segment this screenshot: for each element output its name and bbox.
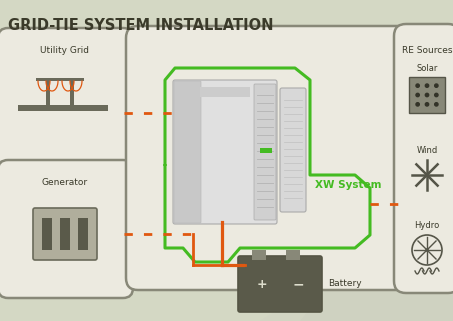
Bar bbox=[252, 250, 266, 260]
Bar bbox=[260, 148, 272, 153]
FancyBboxPatch shape bbox=[0, 28, 133, 166]
Bar bbox=[46, 78, 50, 105]
Bar bbox=[60, 78, 84, 81]
Circle shape bbox=[434, 102, 439, 107]
FancyBboxPatch shape bbox=[394, 24, 453, 293]
Circle shape bbox=[424, 83, 429, 88]
Text: Battery: Battery bbox=[328, 280, 361, 289]
FancyBboxPatch shape bbox=[173, 80, 277, 224]
Circle shape bbox=[434, 93, 439, 97]
Circle shape bbox=[425, 248, 429, 252]
FancyBboxPatch shape bbox=[400, 26, 453, 290]
FancyBboxPatch shape bbox=[0, 160, 133, 298]
Bar bbox=[60, 218, 70, 250]
Text: XW System: XW System bbox=[315, 180, 381, 190]
FancyBboxPatch shape bbox=[254, 84, 276, 220]
Text: Utility Grid: Utility Grid bbox=[40, 46, 90, 55]
Polygon shape bbox=[260, 200, 453, 321]
FancyBboxPatch shape bbox=[174, 81, 201, 223]
Text: Solar: Solar bbox=[416, 64, 438, 73]
FancyBboxPatch shape bbox=[409, 77, 445, 113]
Circle shape bbox=[424, 93, 429, 97]
Text: +: + bbox=[257, 277, 267, 291]
Bar bbox=[70, 78, 74, 105]
Text: Hydro: Hydro bbox=[414, 221, 439, 230]
Text: RE Sources: RE Sources bbox=[402, 46, 452, 55]
Polygon shape bbox=[260, 130, 453, 321]
Bar bbox=[18, 105, 108, 111]
Text: Wind: Wind bbox=[416, 146, 438, 155]
FancyBboxPatch shape bbox=[126, 26, 418, 290]
Circle shape bbox=[415, 83, 420, 88]
Circle shape bbox=[425, 173, 429, 177]
FancyBboxPatch shape bbox=[280, 88, 306, 212]
Bar bbox=[286, 250, 300, 260]
Text: GRID-TIE SYSTEM INSTALLATION: GRID-TIE SYSTEM INSTALLATION bbox=[8, 18, 274, 33]
Circle shape bbox=[415, 93, 420, 97]
Bar bbox=[42, 218, 52, 250]
Circle shape bbox=[415, 102, 420, 107]
Bar bbox=[36, 78, 60, 81]
Text: Generator: Generator bbox=[42, 178, 88, 187]
Bar bbox=[78, 218, 88, 250]
Text: −: − bbox=[292, 277, 304, 291]
FancyBboxPatch shape bbox=[238, 256, 322, 312]
Bar bbox=[200, 87, 250, 97]
FancyBboxPatch shape bbox=[33, 208, 97, 260]
Circle shape bbox=[424, 102, 429, 107]
Circle shape bbox=[434, 83, 439, 88]
